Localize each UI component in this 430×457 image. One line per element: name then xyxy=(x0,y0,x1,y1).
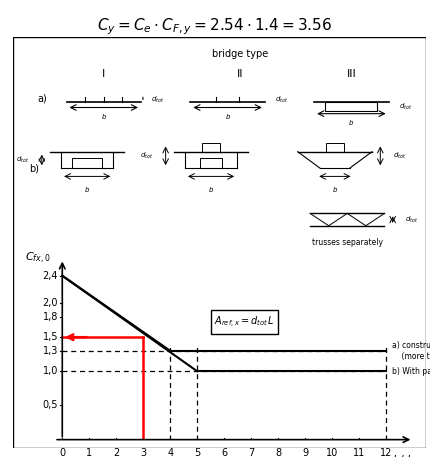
Text: bridge type: bridge type xyxy=(212,49,268,59)
Text: 1,5: 1,5 xyxy=(43,332,58,342)
Text: 1: 1 xyxy=(86,448,92,457)
Text: 2,0: 2,0 xyxy=(43,298,58,308)
Bar xyxy=(72,158,102,168)
Text: III: III xyxy=(347,69,356,80)
Text: $d_{tot}$: $d_{tot}$ xyxy=(405,214,418,225)
Text: $b$: $b$ xyxy=(332,185,338,194)
Text: II: II xyxy=(237,69,243,80)
Text: 5: 5 xyxy=(194,448,200,457)
Text: $b$: $b$ xyxy=(208,185,214,194)
Text: 6: 6 xyxy=(221,448,227,457)
Text: 8: 8 xyxy=(275,448,281,457)
Text: $d_{tot}$: $d_{tot}$ xyxy=(399,101,412,112)
Text: 7: 7 xyxy=(248,448,255,457)
Text: 0: 0 xyxy=(59,448,65,457)
Bar xyxy=(326,143,344,152)
Bar xyxy=(211,310,278,334)
Text: a) construction phase or open parapets
    (more than 50% open): a) construction phase or open parapets (… xyxy=(392,341,430,361)
Text: b) With parapets or noise barrier or traffic: b) With parapets or noise barrier or tra… xyxy=(392,367,430,376)
Text: 4: 4 xyxy=(167,448,173,457)
Text: $d_{tot}$: $d_{tot}$ xyxy=(16,155,29,165)
Text: $d_{tot}$: $d_{tot}$ xyxy=(275,95,289,105)
Text: 2,4: 2,4 xyxy=(43,271,58,281)
Text: 3: 3 xyxy=(140,448,146,457)
Text: 10: 10 xyxy=(326,448,338,457)
Bar xyxy=(202,143,220,152)
Text: $b$: $b$ xyxy=(101,112,107,121)
Text: $C_y = C_e \cdot C_{F,y} = 2.54 \cdot 1.4 = 3.56$: $C_y = C_e \cdot C_{F,y} = 2.54 \cdot 1.… xyxy=(98,16,332,37)
Text: 1,3: 1,3 xyxy=(43,346,58,356)
Text: trusses separately: trusses separately xyxy=(312,238,383,247)
Text: $C_{fx,0}$: $C_{fx,0}$ xyxy=(25,251,51,266)
Text: $d_{tot}$: $d_{tot}$ xyxy=(140,151,153,161)
Text: 0,5: 0,5 xyxy=(43,400,58,410)
Text: 1,0: 1,0 xyxy=(43,367,58,377)
Bar xyxy=(326,102,378,111)
Text: $b$: $b$ xyxy=(348,118,354,127)
Text: $b$: $b$ xyxy=(224,112,230,121)
Text: $b$: $b$ xyxy=(84,185,90,194)
Text: $b/d_{tot}$: $b/d_{tot}$ xyxy=(393,453,424,457)
Text: 1,8: 1,8 xyxy=(43,312,58,322)
Text: $d_{tot}$: $d_{tot}$ xyxy=(393,151,406,161)
Text: I: I xyxy=(102,69,105,80)
Text: $d_{tot}$: $d_{tot}$ xyxy=(151,95,165,105)
Text: $A_{ref,x} = d_{tot}\,L$: $A_{ref,x} = d_{tot}\,L$ xyxy=(214,314,275,329)
Bar xyxy=(200,158,222,168)
Text: 11: 11 xyxy=(353,448,366,457)
Text: 2: 2 xyxy=(113,448,120,457)
Text: a): a) xyxy=(38,93,47,103)
Text: 12: 12 xyxy=(380,448,393,457)
Text: b): b) xyxy=(29,163,40,173)
Text: 9: 9 xyxy=(302,448,308,457)
